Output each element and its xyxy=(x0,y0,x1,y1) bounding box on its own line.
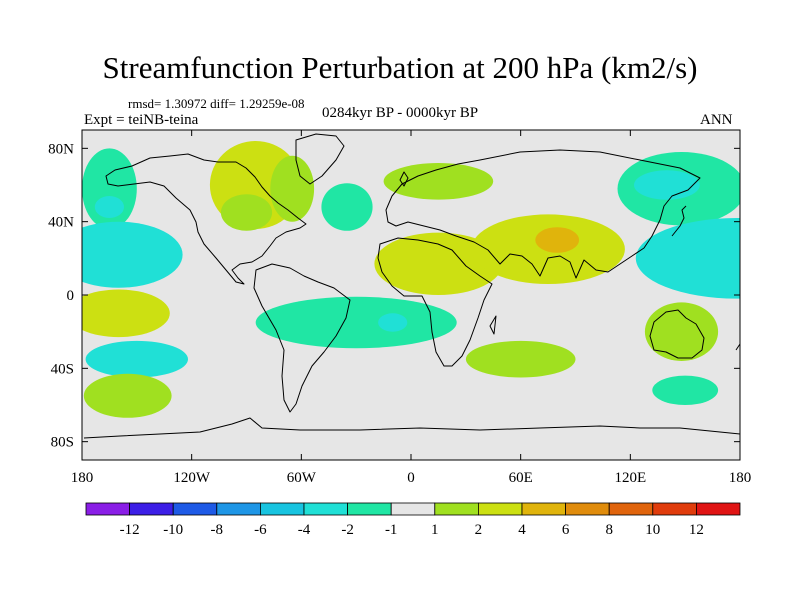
colorbar-box-2 xyxy=(172,502,218,516)
colorbar-label-8: 2 xyxy=(475,522,483,538)
coast-south-america xyxy=(253,263,351,413)
anomaly-region-6 xyxy=(94,196,124,218)
anomaly-region-14 xyxy=(635,218,740,299)
colorbar-box-7 xyxy=(390,502,436,516)
x-tick-label-6: 180 xyxy=(729,470,752,486)
colorbar-box-1 xyxy=(129,502,174,516)
colorbar-label-3: -6 xyxy=(254,522,267,538)
coast-new-zealand xyxy=(735,343,740,351)
colorbar-label-12: 10 xyxy=(645,522,660,538)
anomaly-region-18 xyxy=(255,296,457,349)
x-tick-label-5: 120E xyxy=(614,470,646,486)
anomaly-region-9 xyxy=(374,232,503,295)
colorbar-box-6 xyxy=(347,502,392,516)
colorbar-label-13: 12 xyxy=(689,522,704,538)
anomaly-region-4 xyxy=(383,163,494,200)
anomaly-region-13 xyxy=(634,170,700,200)
anomaly-region-1 xyxy=(270,155,315,222)
colorbar-box-12 xyxy=(608,502,654,516)
colorbar-box-8 xyxy=(434,502,479,516)
anomaly-region-19 xyxy=(378,313,408,332)
colorbar-label-2: -8 xyxy=(211,522,224,538)
colorbar-box-14 xyxy=(696,502,741,516)
anomaly-region-21 xyxy=(644,302,719,362)
colorbar-box-13 xyxy=(652,502,697,516)
colorbar-label-6: -1 xyxy=(385,522,398,538)
x-tick-label-2: 60W xyxy=(287,470,317,486)
colorbar-box-4 xyxy=(259,502,305,516)
colorbar-label-5: -2 xyxy=(341,522,354,538)
colorbar-box-10 xyxy=(521,502,566,516)
coast-uk xyxy=(399,171,409,187)
colorbar-label-7: 1 xyxy=(431,522,439,538)
coast-eurasia xyxy=(385,149,701,279)
colorbar-box-3 xyxy=(216,502,261,516)
colorbar-label-1: -10 xyxy=(163,522,183,538)
colorbar-label-10: 6 xyxy=(562,522,570,538)
x-tick-label-0: 180 xyxy=(71,470,94,486)
anomaly-region-8 xyxy=(82,240,101,270)
anomaly-region-7 xyxy=(82,221,183,288)
coast-australia xyxy=(649,309,705,359)
chart-title: Streamfunction Perturbation at 200 hPa (… xyxy=(102,50,698,85)
coast-antarctica xyxy=(83,417,740,439)
colorbar-label-11: 8 xyxy=(605,522,613,538)
coastlines xyxy=(83,133,740,439)
coast-japan xyxy=(671,205,687,237)
x-tick-label-4: 60E xyxy=(509,470,533,486)
coast-greenland xyxy=(295,133,345,185)
colorbar-box-5 xyxy=(303,502,348,516)
anomaly-region-22 xyxy=(652,375,719,405)
y-tick-label-4: 80S xyxy=(51,435,74,451)
anomaly-region-3 xyxy=(321,183,373,231)
coast-madagascar xyxy=(489,315,497,335)
anomaly-region-17 xyxy=(83,373,172,418)
colorbar-box-11 xyxy=(565,502,610,516)
colorbar-label-9: 4 xyxy=(518,522,526,538)
y-tick-label-0: 80N xyxy=(48,141,74,157)
colorbar-label-0: -12 xyxy=(120,522,140,538)
y-tick-label-3: 40S xyxy=(51,361,74,377)
anomaly-region-16 xyxy=(85,340,188,378)
anomaly-contours xyxy=(82,141,740,418)
colorbar-box-0 xyxy=(85,502,130,516)
experiment-label: Expt = teiNB-teina xyxy=(84,112,199,128)
colorbar-label-4: -4 xyxy=(298,522,311,538)
period-label: 0284kyr BP - 0000kyr BP xyxy=(322,105,479,121)
x-tick-label-1: 120W xyxy=(173,470,211,486)
rmsd-diff-label: rmsd= 1.30972 diff= 1.29259e-08 xyxy=(128,96,305,111)
coast-north-america xyxy=(105,153,307,285)
anomaly-region-20 xyxy=(465,340,576,378)
anomaly-region-2 xyxy=(220,194,273,231)
x-tick-label-3: 0 xyxy=(407,470,415,486)
coast-africa xyxy=(377,237,493,367)
map-axes: 180 120W 60W 0 60E 120E 180 80N 40N 0 40S 80S xyxy=(48,130,751,486)
y-tick-label-1: 40N xyxy=(48,215,74,231)
season-label: ANN xyxy=(700,112,733,128)
colorbar: -12 -10 -8 -6 -4 -2 -1 1 2 4 6 8 10 12 xyxy=(85,502,741,538)
anomaly-region-11 xyxy=(535,227,580,253)
colorbar-box-9 xyxy=(477,502,523,516)
y-tick-label-2: 0 xyxy=(67,288,75,304)
anomaly-region-15 xyxy=(82,289,170,338)
